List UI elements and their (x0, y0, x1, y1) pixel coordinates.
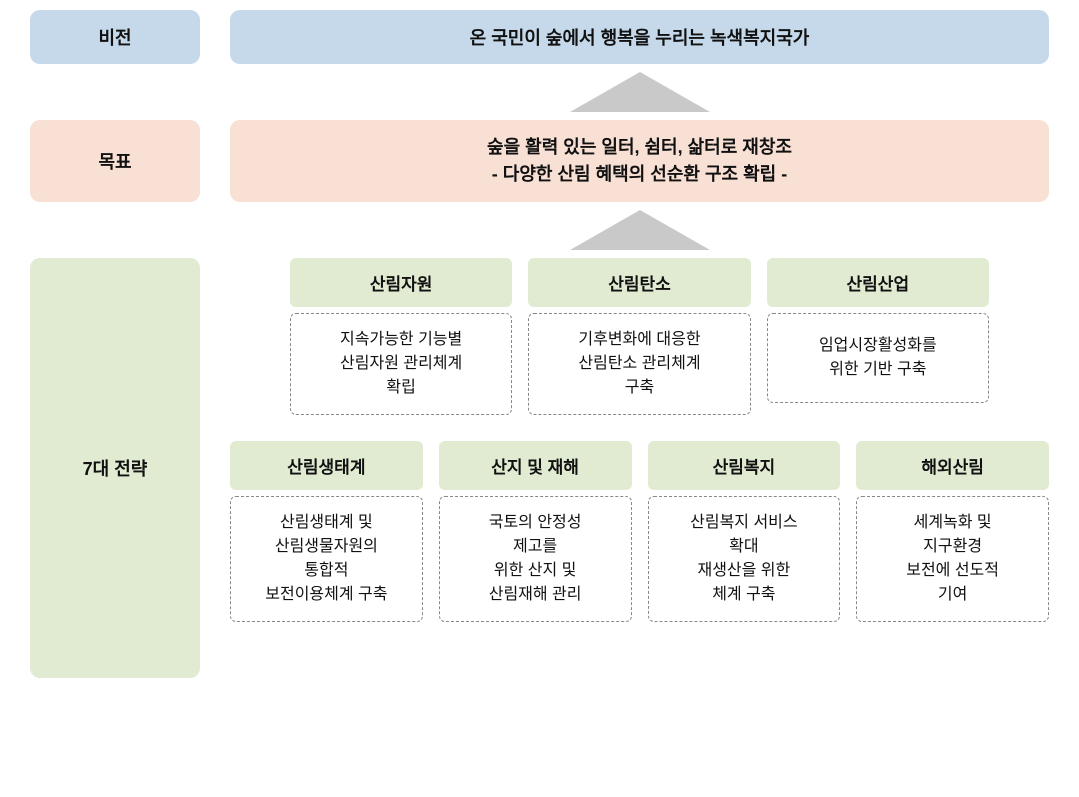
goal-label-text: 목표 (98, 148, 131, 174)
arrow-row-1 (30, 72, 1049, 112)
card-title: 산림자원 (290, 258, 512, 307)
card-title: 산림산업 (767, 258, 989, 307)
strategy-card: 산림자원 지속가능한 기능별산림자원 관리체계확립 (290, 258, 512, 415)
strategy-card: 산지 및 재해 국토의 안정성제고를위한 산지 및산림재해 관리 (439, 441, 632, 622)
strategy-grid: 산림자원 지속가능한 기능별산림자원 관리체계확립 산림탄소 기후변화에 대응한… (230, 258, 1049, 678)
card-body: 기후변화에 대응한산림탄소 관리체계구축 (528, 313, 750, 415)
strategy-label-text: 7대 전략 (83, 455, 148, 481)
vision-row: 비전 온 국민이 숲에서 행복을 누리는 녹색복지국가 (30, 10, 1049, 64)
strategy-card: 해외산림 세계녹화 및지구환경보전에 선도적기여 (856, 441, 1049, 622)
strategy-card: 산림탄소 기후변화에 대응한산림탄소 관리체계구축 (528, 258, 750, 415)
card-title: 산림복지 (648, 441, 841, 490)
card-body: 국토의 안정성제고를위한 산지 및산림재해 관리 (439, 496, 632, 622)
strategy-label: 7대 전략 (30, 258, 200, 678)
card-body: 산림생태계 및산림생물자원의통합적보전이용체계 구축 (230, 496, 423, 622)
card-body: 산림복지 서비스확대재생산을 위한체계 구축 (648, 496, 841, 622)
card-title: 해외산림 (856, 441, 1049, 490)
card-title: 산림탄소 (528, 258, 750, 307)
strategy-top-row: 산림자원 지속가능한 기능별산림자원 관리체계확립 산림탄소 기후변화에 대응한… (230, 258, 1049, 415)
goal-line1: 숲을 활력 있는 일터, 쉼터, 삶터로 재창조 (487, 134, 792, 161)
strategy-card: 산림복지 산림복지 서비스확대재생산을 위한체계 구축 (648, 441, 841, 622)
goal-row: 목표 숲을 활력 있는 일터, 쉼터, 삶터로 재창조 - 다양한 산림 혜택의… (30, 120, 1049, 202)
card-title: 산지 및 재해 (439, 441, 632, 490)
vision-content: 온 국민이 숲에서 행복을 누리는 녹색복지국가 (230, 10, 1049, 64)
vision-content-text: 온 국민이 숲에서 행복을 누리는 녹색복지국가 (470, 24, 810, 50)
card-body: 임업시장활성화를위한 기반 구축 (767, 313, 989, 403)
strategy-card: 산림산업 임업시장활성화를위한 기반 구축 (767, 258, 989, 415)
arrow-up-icon (570, 72, 710, 112)
strategy-bottom-row: 산림생태계 산림생태계 및산림생물자원의통합적보전이용체계 구축 산지 및 재해… (230, 441, 1049, 622)
strategy-card: 산림생태계 산림생태계 및산림생물자원의통합적보전이용체계 구축 (230, 441, 423, 622)
goal-line2: - 다양한 산림 혜택의 선순환 구조 확립 - (487, 161, 792, 188)
card-body: 세계녹화 및지구환경보전에 선도적기여 (856, 496, 1049, 622)
arrow-up-icon (570, 210, 710, 250)
goal-content: 숲을 활력 있는 일터, 쉼터, 삶터로 재창조 - 다양한 산림 혜택의 선순… (230, 120, 1049, 202)
card-title: 산림생태계 (230, 441, 423, 490)
vision-label-text: 비전 (98, 24, 131, 50)
goal-label: 목표 (30, 120, 200, 202)
card-body: 지속가능한 기능별산림자원 관리체계확립 (290, 313, 512, 415)
vision-label: 비전 (30, 10, 200, 64)
strategy-block: 7대 전략 산림자원 지속가능한 기능별산림자원 관리체계확립 산림탄소 기후변… (30, 258, 1049, 678)
arrow-row-2 (30, 210, 1049, 250)
